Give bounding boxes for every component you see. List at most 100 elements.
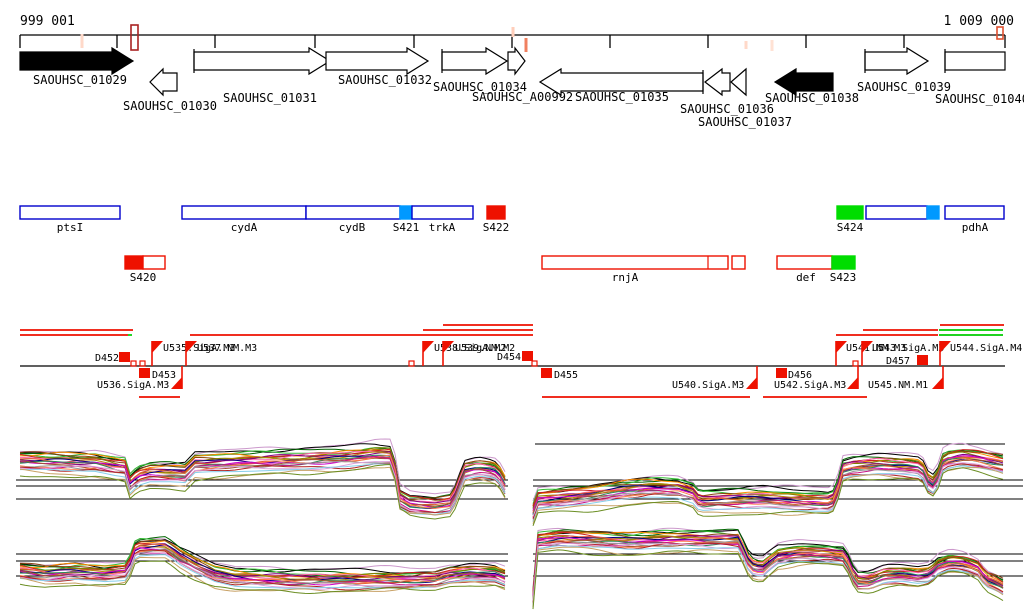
gene-saouhsc-01030[interactable]: SAOUHSC_01030 <box>123 67 217 113</box>
gene-saouhsc-01031[interactable]: SAOUHSC_01031 <box>193 46 332 105</box>
feature-trka[interactable]: trkA <box>411 205 474 234</box>
tss-site-d452[interactable]: D452 <box>95 352 130 364</box>
gene-arrow-body[interactable] <box>944 51 1006 71</box>
feature-rnja[interactable]: rnjA <box>541 255 729 284</box>
feature-rect[interactable] <box>944 205 1005 220</box>
feature-rect[interactable] <box>399 205 413 220</box>
gene-arrow[interactable] <box>538 67 704 97</box>
tss-site-d455[interactable]: D455 <box>541 368 578 381</box>
gene-saouhsc-01036[interactable]: SAOUHSC_01036 <box>680 67 774 116</box>
feature-label-s421: S421 <box>393 221 420 234</box>
feature-s424[interactable]: S424 <box>836 205 864 234</box>
tss-site-marker[interactable] <box>119 352 130 362</box>
tss-site-d457[interactable]: D457 <box>886 355 928 367</box>
tss-site-marker[interactable] <box>522 351 533 361</box>
expression-curve <box>19 463 506 520</box>
tss-flag-u540-siga-m3[interactable]: U540.SigA.M3 <box>672 366 758 391</box>
feature-box[interactable] <box>865 205 928 220</box>
feature-rect[interactable] <box>836 205 864 220</box>
feature-pdha[interactable]: pdhA <box>944 205 1005 234</box>
feature-rect[interactable] <box>731 255 746 270</box>
feature-cyda[interactable]: cydA <box>181 205 307 234</box>
tss-flag-banner[interactable] <box>836 341 847 353</box>
tss-flag-banner[interactable] <box>746 377 757 389</box>
tss-site-marker[interactable] <box>776 368 787 378</box>
feature-box[interactable] <box>926 205 940 220</box>
feature-s423[interactable]: S423 <box>830 255 857 284</box>
feature-label-ptsi: ptsI <box>57 221 84 234</box>
tss-flag-banner[interactable] <box>152 341 163 353</box>
tss-flag-banner[interactable] <box>171 377 182 389</box>
gene-arrow[interactable] <box>773 67 834 97</box>
tss-site-d454[interactable]: D454 <box>497 351 533 363</box>
feature-rect[interactable] <box>181 205 307 220</box>
expression-curve <box>19 549 506 591</box>
feature-ptsi[interactable]: ptsI <box>19 205 121 234</box>
feature-cydb[interactable]: cydB <box>305 205 401 234</box>
tss-flag-banner[interactable] <box>940 341 951 353</box>
feature-rect[interactable] <box>411 205 474 220</box>
tss-flag-banner[interactable] <box>847 377 858 389</box>
feature-rect[interactable] <box>142 255 166 270</box>
tss-flag-u536-siga-m3[interactable]: U536.SigA.M3 <box>97 366 183 391</box>
feature-label-rnja: rnjA <box>612 271 639 284</box>
tss-site-marker[interactable] <box>541 368 552 378</box>
feature-rect[interactable] <box>865 205 928 220</box>
tss-site-d453[interactable]: D453 <box>139 368 176 381</box>
tss-site-marker[interactable] <box>917 355 928 365</box>
gene-saouhsc-01040[interactable]: SAOUHSC_01040 <box>935 49 1024 106</box>
feature-rect[interactable] <box>124 255 144 270</box>
feature-label-cydb: cydB <box>339 221 366 234</box>
gene-saouhsc-01029[interactable]: SAOUHSC_01029 <box>19 46 135 87</box>
gene-saouhsc-01032[interactable]: SAOUHSC_01032 <box>325 46 432 87</box>
feature-rect[interactable] <box>305 205 401 220</box>
tss-flag-banner[interactable] <box>443 341 454 353</box>
tss-flag-u542-siga-m3[interactable]: U542.SigA.M3 <box>774 366 859 391</box>
tss-flag-banner[interactable] <box>186 341 197 353</box>
expression-panel-1-track-0 <box>532 442 1023 526</box>
feature-rect[interactable] <box>19 205 121 220</box>
gene-arrow[interactable] <box>704 67 731 97</box>
gene-arrow[interactable] <box>325 46 430 76</box>
gene-saouhsc-01038[interactable]: SAOUHSC_01038 <box>765 67 859 105</box>
tss-flag-u544-siga-m4[interactable]: U544.SigA.M4 <box>939 341 1022 366</box>
gene-arrow-head[interactable] <box>730 67 747 97</box>
gene-arrow[interactable] <box>864 46 930 76</box>
tss-site-d456[interactable]: D456 <box>776 368 812 381</box>
feature-rect[interactable] <box>776 255 833 270</box>
gene-saouhsc-a00992[interactable]: SAOUHSC_A00992 <box>472 46 573 104</box>
tss-flag-u541-nm-m3[interactable]: U541.NM.M3 <box>835 341 906 366</box>
tss-flag-banner[interactable] <box>423 341 434 353</box>
tss-flag-u543-siga-m3[interactable]: U543.SigA.M3 <box>861 341 944 366</box>
expression-panel-0-track-0 <box>16 438 508 520</box>
feature-rect[interactable] <box>541 255 729 270</box>
gene-arrow[interactable] <box>507 46 526 76</box>
gene-saouhsc-01034[interactable]: SAOUHSC_01034 <box>433 46 527 94</box>
tss-flag-u535-siga-m3[interactable]: U535.SigA.M3 <box>151 341 235 366</box>
gene-saouhsc-01037[interactable]: SAOUHSC_01037 <box>698 67 792 129</box>
feature-rect[interactable] <box>831 255 856 270</box>
tss-flag-u537-nm-m3[interactable]: U537.NM.M3 <box>185 341 257 366</box>
feature-box[interactable] <box>731 255 746 270</box>
feature-def[interactable]: def <box>776 255 833 284</box>
gene-saouhsc-01035[interactable]: SAOUHSC_01035 <box>538 67 704 104</box>
feature-s422[interactable]: S422 <box>483 205 510 234</box>
gene-arrow[interactable] <box>149 67 178 97</box>
feature-rect[interactable] <box>926 205 940 220</box>
gene-arrow[interactable] <box>193 46 332 76</box>
gene-arrow[interactable] <box>19 46 135 76</box>
tss-minor-mark <box>408 360 415 367</box>
gene-arrow[interactable] <box>441 46 509 76</box>
tss-flag-u545-nm-m1[interactable]: U545.NM.M1 <box>868 366 944 391</box>
feature-s420[interactable]: S420 <box>124 255 156 284</box>
tss-flag-banner[interactable] <box>862 341 873 353</box>
tss-flag-u539-nm-m2[interactable]: U539.NM.M2 <box>442 341 515 366</box>
feature-box[interactable] <box>142 255 166 270</box>
tss-flag-banner[interactable] <box>932 377 943 389</box>
gene-saouhsc-01039[interactable]: SAOUHSC_01039 <box>857 46 951 94</box>
expression-curve <box>532 464 1004 522</box>
tss-site-marker[interactable] <box>139 368 150 378</box>
gene-label-saouhsc-01029: SAOUHSC_01029 <box>33 73 127 87</box>
tss-flag-u538-siga-m2[interactable]: U538.SigA.M2 <box>422 341 506 366</box>
feature-rect[interactable] <box>486 205 506 220</box>
